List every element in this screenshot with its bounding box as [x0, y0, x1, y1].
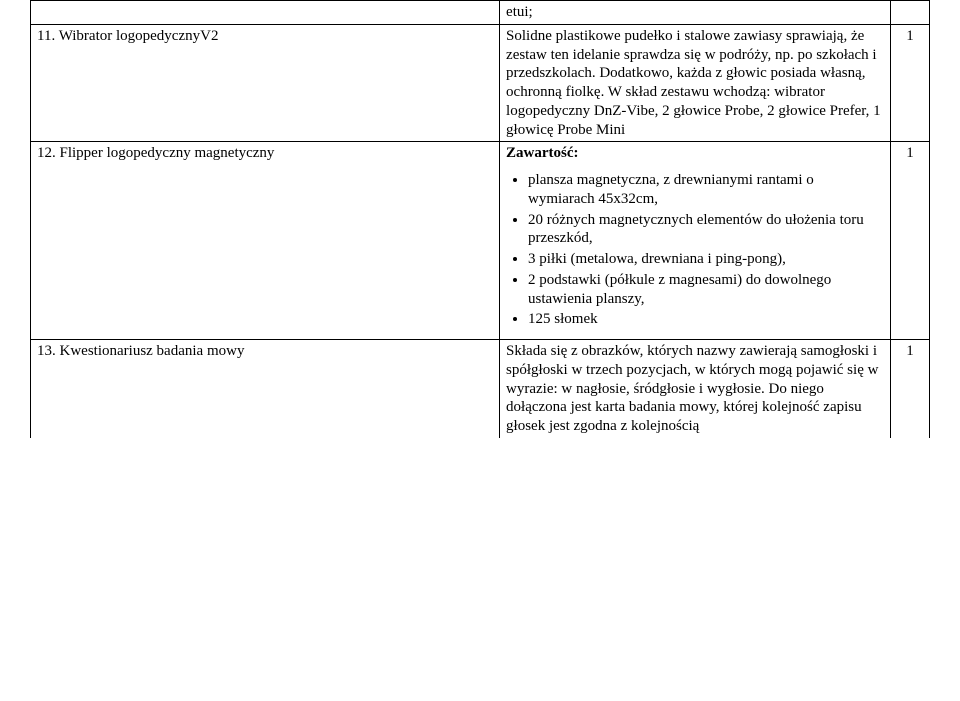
list-item: plansza magnetyczna, z drewnianymi ranta… [528, 171, 884, 209]
list-item: 2 podstawki (półkule z magnesami) do dow… [528, 271, 884, 309]
item-title: Wibrator logopedycznyV2 [59, 28, 219, 44]
cell-item [31, 1, 500, 25]
spec-table: etui; 11. Wibrator logopedycznyV2 Solidn… [30, 0, 930, 438]
table-row: etui; [31, 1, 930, 25]
cell-qty: 1 [890, 24, 929, 142]
item-title: Flipper logopedyczny magnetyczny [60, 145, 275, 161]
item-number: 11. [37, 28, 55, 44]
table-row: 11. Wibrator logopedycznyV2 Solidne plas… [31, 24, 930, 142]
item-number: 12. [37, 145, 56, 161]
page: etui; 11. Wibrator logopedycznyV2 Solidn… [0, 0, 960, 701]
cell-item: 13. Kwestionariusz badania mowy [31, 340, 500, 438]
bullet-list: plansza magnetyczna, z drewnianymi ranta… [528, 171, 884, 329]
desc-text: Składa się z obrazków, których nazwy zaw… [506, 343, 878, 434]
desc-text: Solidne plastikowe pudełko i stalowe zaw… [506, 28, 881, 138]
list-item: 3 piłki (metalowa, drewniana i ping-pong… [528, 250, 884, 269]
cell-desc: etui; [500, 1, 891, 25]
item-title: Kwestionariusz badania mowy [60, 343, 245, 359]
cell-qty [890, 1, 929, 25]
cell-desc: Zawartość: plansza magnetyczna, z drewni… [500, 142, 891, 340]
table-row: 13. Kwestionariusz badania mowy Składa s… [31, 340, 930, 438]
cell-desc: Solidne plastikowe pudełko i stalowe zaw… [500, 24, 891, 142]
cell-desc: Składa się z obrazków, których nazwy zaw… [500, 340, 891, 438]
desc-text: etui; [506, 4, 533, 20]
item-number: 13. [37, 343, 56, 359]
cell-qty: 1 [890, 340, 929, 438]
cell-item: 12. Flipper logopedyczny magnetyczny [31, 142, 500, 340]
list-item: 20 różnych magnetycznych elementów do uł… [528, 211, 884, 249]
list-item: 125 słomek [528, 310, 884, 329]
desc-lead: Zawartość: [506, 145, 578, 161]
qty-value: 1 [906, 28, 914, 44]
cell-item: 11. Wibrator logopedycznyV2 [31, 24, 500, 142]
qty-value: 1 [906, 343, 914, 359]
cell-qty: 1 [890, 142, 929, 340]
table-row: 12. Flipper logopedyczny magnetyczny Zaw… [31, 142, 930, 340]
qty-value: 1 [906, 145, 914, 161]
